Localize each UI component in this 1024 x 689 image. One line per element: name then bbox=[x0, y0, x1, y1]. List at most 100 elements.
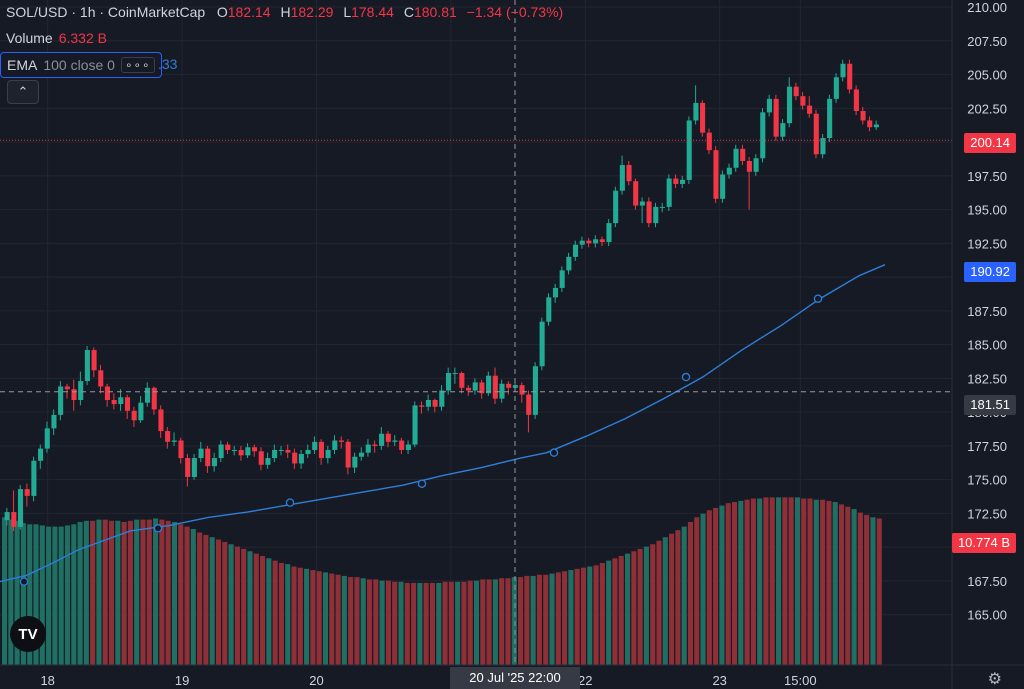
volume-bar bbox=[461, 581, 467, 665]
volume-bar bbox=[260, 555, 266, 665]
volume-bar bbox=[543, 574, 549, 665]
candle-body bbox=[325, 449, 331, 459]
candle-body bbox=[292, 452, 298, 464]
volume-bar bbox=[39, 525, 45, 665]
candle-body bbox=[405, 444, 411, 450]
volume-bar bbox=[662, 537, 668, 665]
volume-bar bbox=[769, 497, 775, 665]
ema-legend[interactable]: EMA 100 close 0 ∘∘∘ bbox=[0, 52, 162, 78]
y-tick-label: 210.00 bbox=[967, 0, 1007, 15]
y-tick-label: 192.50 bbox=[967, 236, 1007, 251]
volume-bar bbox=[27, 524, 33, 665]
candle-body bbox=[486, 375, 492, 394]
volume-bar bbox=[706, 510, 712, 665]
candle-body bbox=[178, 440, 184, 459]
x-tick-label: 22 bbox=[578, 673, 592, 688]
volume-bar bbox=[373, 579, 379, 665]
volume-bar bbox=[33, 524, 39, 665]
candle-body bbox=[860, 111, 866, 121]
chevron-up-icon: ⌃ bbox=[17, 84, 29, 99]
volume-bar bbox=[215, 539, 222, 665]
symbol-title[interactable]: SOL/USD · 1h · CoinMarketCap bbox=[6, 4, 206, 20]
candle-body bbox=[459, 372, 465, 388]
candle-body bbox=[559, 270, 565, 288]
volume-bar bbox=[467, 580, 473, 665]
volume-bar bbox=[102, 519, 108, 665]
candle-body bbox=[352, 456, 358, 468]
crosshair-time-tag: 20 Jul '25 22:00 bbox=[450, 667, 580, 689]
volume-bar bbox=[518, 577, 524, 665]
x-tick-label: 20 bbox=[309, 673, 323, 688]
candle-body bbox=[151, 387, 157, 410]
candle-body bbox=[185, 458, 191, 477]
volume-legend[interactable]: Volume 6.332 B bbox=[6, 30, 107, 46]
candle-body bbox=[786, 86, 793, 124]
volume-bar bbox=[304, 568, 310, 665]
y-tick-label: 197.50 bbox=[967, 169, 1007, 184]
volume-bar bbox=[499, 578, 505, 665]
candle-body bbox=[619, 165, 625, 191]
candle-body bbox=[579, 240, 585, 245]
volume-bar bbox=[838, 504, 845, 665]
volume-bar bbox=[650, 544, 656, 665]
y-tick-label: 177.50 bbox=[967, 439, 1007, 454]
volume-bar bbox=[108, 520, 115, 665]
volume-bar bbox=[234, 546, 240, 665]
settings-gear-icon[interactable]: ⚙ bbox=[987, 671, 1002, 688]
candle-body bbox=[566, 256, 572, 271]
volume-bar bbox=[524, 575, 530, 665]
volume-bar bbox=[329, 573, 335, 665]
candle-body bbox=[165, 431, 171, 442]
volume-bar bbox=[209, 537, 215, 665]
candle-body bbox=[466, 387, 472, 391]
candle-body bbox=[17, 489, 24, 527]
volume-bar bbox=[46, 526, 52, 665]
volume-tag: 10.774 B bbox=[951, 533, 1016, 553]
collapse-legend-button[interactable]: ⌃ bbox=[7, 80, 39, 104]
x-tick-label: 18 bbox=[40, 673, 54, 688]
candle-body bbox=[679, 179, 686, 184]
volume-bar bbox=[480, 579, 486, 665]
candle-body bbox=[766, 98, 773, 113]
volume-label: Volume bbox=[6, 30, 53, 46]
volume-bar bbox=[631, 551, 637, 665]
y-tick-label: 165.00 bbox=[967, 608, 1007, 623]
symbol-legend: SOL/USD · 1h · CoinMarketCap O182.14 H18… bbox=[6, 4, 569, 20]
ema-price-tag: 190.92 bbox=[964, 262, 1016, 282]
candle-body bbox=[332, 440, 338, 450]
candle-body bbox=[726, 167, 732, 175]
candle-body bbox=[526, 394, 532, 415]
more-options-icon[interactable]: ∘∘∘ bbox=[120, 57, 155, 73]
candle-body bbox=[773, 98, 779, 137]
candle-body bbox=[338, 440, 345, 442]
volume-bar bbox=[637, 548, 643, 665]
candle-body bbox=[399, 440, 405, 450]
candle-body bbox=[633, 181, 639, 206]
candle-body bbox=[666, 178, 672, 207]
candle-body bbox=[807, 105, 813, 114]
volume-bar bbox=[140, 519, 146, 665]
candle-body bbox=[312, 441, 318, 450]
volume-bar bbox=[669, 533, 675, 665]
candle-body bbox=[639, 201, 645, 206]
open-value: 182.14 bbox=[227, 4, 271, 20]
volume-bar bbox=[813, 499, 819, 665]
volume-bar bbox=[354, 577, 360, 665]
candle-body bbox=[733, 148, 739, 168]
candle-body bbox=[873, 124, 879, 128]
volume-bar bbox=[20, 523, 26, 665]
candle-body bbox=[265, 458, 271, 465]
volume-bar bbox=[857, 512, 863, 665]
candle-body bbox=[519, 385, 525, 395]
volume-bar bbox=[64, 525, 71, 665]
volume-bar bbox=[423, 582, 429, 665]
volume-bar bbox=[159, 519, 165, 665]
volume-bar bbox=[851, 509, 857, 665]
candle-body bbox=[4, 512, 10, 521]
y-tick-label: 185.00 bbox=[967, 338, 1007, 353]
tradingview-logo[interactable]: TV bbox=[10, 616, 46, 652]
open-label: O bbox=[216, 4, 228, 20]
volume-bar bbox=[845, 506, 851, 665]
volume-bar bbox=[492, 579, 498, 665]
